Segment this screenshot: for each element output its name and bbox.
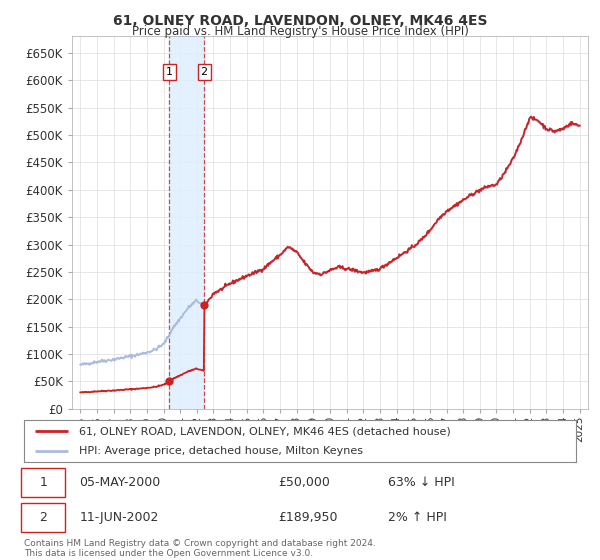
61, OLNEY ROAD, LAVENDON, OLNEY, MK46 4ES (detached house)	[77, 389, 85, 396]
FancyBboxPatch shape	[21, 503, 65, 532]
61, OLNEY ROAD, LAVENDON, OLNEY, MK46 4ES (detached house)	[323, 269, 330, 276]
Text: Contains HM Land Registry data © Crown copyright and database right 2024.
This d: Contains HM Land Registry data © Crown c…	[24, 539, 376, 558]
Text: £50,000: £50,000	[278, 476, 330, 489]
61, OLNEY ROAD, LAVENDON, OLNEY, MK46 4ES (detached house)	[208, 292, 215, 299]
61, OLNEY ROAD, LAVENDON, OLNEY, MK46 4ES (detached house)	[527, 113, 535, 120]
HPI: Average price, detached house, Milton Keynes: (2e+03, 1.89e+05): Average price, detached house, Milton Ke…	[187, 302, 194, 309]
Text: 61, OLNEY ROAD, LAVENDON, OLNEY, MK46 4ES: 61, OLNEY ROAD, LAVENDON, OLNEY, MK46 4E…	[113, 14, 487, 28]
HPI: Average price, detached house, Milton Keynes: (2.02e+03, 5.27e+05): Average price, detached house, Milton Ke…	[532, 117, 539, 124]
Text: 2% ↑ HPI: 2% ↑ HPI	[388, 511, 447, 524]
Text: HPI: Average price, detached house, Milton Keynes: HPI: Average price, detached house, Milt…	[79, 446, 363, 456]
Text: 61, OLNEY ROAD, LAVENDON, OLNEY, MK46 4ES (detached house): 61, OLNEY ROAD, LAVENDON, OLNEY, MK46 4E…	[79, 426, 451, 436]
Text: 11-JUN-2002: 11-JUN-2002	[79, 511, 158, 524]
Text: Price paid vs. HM Land Registry's House Price Index (HPI): Price paid vs. HM Land Registry's House …	[131, 25, 469, 38]
61, OLNEY ROAD, LAVENDON, OLNEY, MK46 4ES (detached house)	[576, 122, 583, 129]
HPI: Average price, detached house, Milton Keynes: (2.01e+03, 2.54e+05): Average price, detached house, Milton Ke…	[371, 266, 379, 273]
Text: 2: 2	[40, 511, 47, 524]
HPI: Average price, detached house, Milton Keynes: (2.01e+03, 2.48e+05): Average price, detached house, Milton Ke…	[323, 270, 330, 277]
HPI: Average price, detached house, Milton Keynes: (2.02e+03, 5.15e+05): Average price, detached house, Milton Ke…	[576, 123, 583, 130]
Text: 1: 1	[40, 476, 47, 489]
FancyBboxPatch shape	[21, 468, 65, 497]
Bar	[169, 36, 204, 409]
HPI: Average price, detached house, Milton Keynes: (2.02e+03, 3.12e+05): Average price, detached house, Milton Ke…	[421, 235, 428, 241]
Line: 61, OLNEY ROAD, LAVENDON, OLNEY, MK46 4ES (detached house): 61, OLNEY ROAD, LAVENDON, OLNEY, MK46 4E…	[80, 116, 580, 393]
Text: £189,950: £189,950	[278, 511, 337, 524]
HPI: Average price, detached house, Milton Keynes: (2e+03, 8e+04): Average price, detached house, Milton Ke…	[77, 362, 85, 368]
61, OLNEY ROAD, LAVENDON, OLNEY, MK46 4ES (detached house)	[532, 116, 539, 123]
Line: HPI: Average price, detached house, Milton Keynes: HPI: Average price, detached house, Milt…	[80, 118, 580, 365]
61, OLNEY ROAD, LAVENDON, OLNEY, MK46 4ES (detached house)	[371, 266, 379, 273]
Text: 1: 1	[166, 67, 173, 77]
61, OLNEY ROAD, LAVENDON, OLNEY, MK46 4ES (detached house)	[421, 234, 428, 241]
HPI: Average price, detached house, Milton Keynes: (2e+03, 2.06e+05): Average price, detached house, Milton Ke…	[208, 293, 215, 300]
HPI: Average price, detached house, Milton Keynes: (2e+03, 8.07e+04): Average price, detached house, Milton Ke…	[77, 361, 84, 368]
Text: 63% ↓ HPI: 63% ↓ HPI	[388, 476, 455, 489]
Text: 05-MAY-2000: 05-MAY-2000	[79, 476, 160, 489]
HPI: Average price, detached house, Milton Keynes: (2.02e+03, 5.32e+05): Average price, detached house, Milton Ke…	[527, 114, 535, 121]
Text: 2: 2	[200, 67, 208, 77]
61, OLNEY ROAD, LAVENDON, OLNEY, MK46 4ES (detached house)	[77, 389, 84, 396]
61, OLNEY ROAD, LAVENDON, OLNEY, MK46 4ES (detached house)	[187, 367, 194, 374]
